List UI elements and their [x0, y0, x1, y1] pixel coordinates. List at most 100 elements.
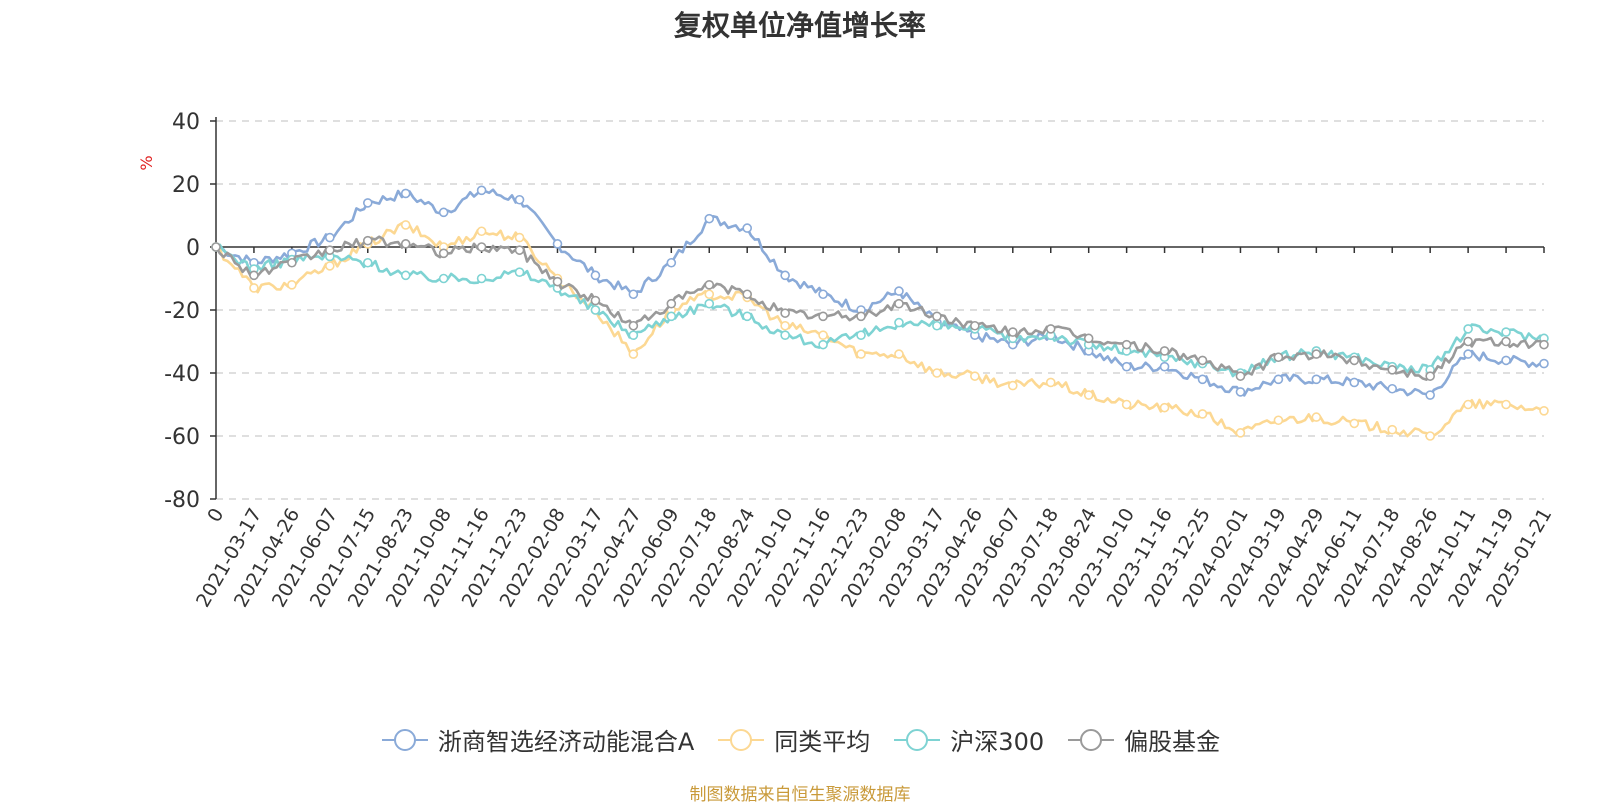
legend-marker-circle	[1080, 728, 1103, 751]
series-1-point-24	[1121, 399, 1132, 410]
series-0-point-7	[476, 185, 487, 196]
series-1-point-8	[514, 232, 525, 243]
x-tick-label-0: 0	[203, 505, 228, 526]
series-0-point-4	[362, 198, 373, 208]
legend-label: 同类平均	[774, 728, 871, 756]
series-2-point-14	[742, 311, 753, 322]
series-3-point-7	[476, 242, 487, 252]
series-3-point-15	[780, 308, 790, 318]
series-2-point-34	[1501, 327, 1511, 337]
series-3-point-34	[1501, 336, 1511, 347]
series-0-point-12	[666, 257, 677, 268]
series-1-point-35	[1539, 405, 1549, 416]
y-tick-label-0: 40	[172, 110, 200, 135]
legend-item-2[interactable]: 沪深300	[892, 722, 1044, 757]
series-0-point-14	[742, 223, 753, 233]
series-0-point-26	[1197, 374, 1208, 385]
series-1-point-16	[818, 330, 828, 341]
legend-label: 沪深300	[950, 728, 1045, 756]
chart-title: 复权单位净值增长率	[673, 9, 926, 42]
legend-item-3[interactable]: 偏股基金	[1066, 722, 1220, 757]
series-3-point-1	[249, 270, 259, 281]
series-1-point-31	[1387, 424, 1398, 435]
series-line-1	[215, 221, 1545, 438]
series-2-point-6	[438, 273, 449, 284]
y-tick-label-3: -20	[164, 299, 200, 324]
series-2-point-7	[476, 273, 487, 284]
y-tick-label-4: -40	[164, 362, 200, 387]
series-2-point-10	[590, 305, 601, 315]
series-3-point-24	[1121, 339, 1132, 350]
series-3-point-6	[438, 248, 449, 259]
series-3-point-17	[856, 311, 866, 322]
series-3-point-14	[742, 289, 753, 300]
series-1-point-2	[287, 279, 297, 290]
series-1-point-18	[894, 349, 904, 359]
y-tick-label-5: -60	[164, 425, 200, 450]
legend-marker-circle	[393, 728, 416, 751]
series-2-point-12	[666, 311, 677, 322]
series-1-point-25	[1159, 402, 1170, 413]
series-0-point-33	[1463, 349, 1473, 359]
series-0-point-18	[894, 286, 904, 296]
series-3-point-26	[1197, 355, 1208, 366]
series-group	[211, 185, 1549, 441]
y-unit-label: %	[137, 155, 156, 170]
legend-item-1[interactable]: 同类平均	[716, 722, 870, 757]
series-0-point-27	[1235, 387, 1246, 397]
legend-marker-icon	[1068, 728, 1115, 751]
series-0-point-35	[1539, 358, 1549, 369]
series-3-point-4	[362, 235, 373, 246]
series-3-point-3	[325, 245, 335, 255]
line-chart: 40200-20-40-60-80%02021-03-172021-04-262…	[137, 110, 1556, 611]
series-0-point-34	[1501, 355, 1511, 366]
series-0-point-25	[1159, 361, 1170, 372]
series-3-point-21	[1007, 327, 1018, 337]
series-2-point-15	[780, 330, 790, 341]
series-0-point-29	[1311, 374, 1322, 385]
series-1-point-33	[1463, 399, 1473, 410]
series-3-point-23	[1083, 333, 1094, 344]
data-source-note: 制图数据来自恒生聚源数据库	[689, 785, 911, 805]
series-3-point-11	[628, 320, 639, 331]
legend-marker-circle	[730, 728, 753, 751]
series-2-point-16	[818, 339, 828, 350]
legend-marker-circle	[906, 728, 929, 751]
series-3-point-28	[1273, 352, 1284, 363]
series-0-point-10	[590, 270, 601, 281]
series-2-point-13	[704, 298, 715, 309]
series-3-point-12	[666, 298, 677, 309]
series-3-point-8	[514, 245, 525, 255]
series-0-point-13	[704, 213, 715, 224]
y-tick-label-1: 20	[172, 173, 200, 198]
series-1-point-1	[249, 283, 259, 293]
series-0-point-8	[514, 194, 525, 205]
legend-label: 偏股基金	[1124, 728, 1221, 756]
series-3-point-19	[932, 311, 942, 322]
series-1-point-34	[1501, 399, 1511, 410]
legend-item-0[interactable]: 浙商智选经济动能混合A	[380, 722, 694, 757]
series-0	[211, 185, 1549, 400]
series-1-point-29	[1311, 412, 1322, 422]
axes	[210, 117, 1545, 500]
legend: 浙商智选经济动能混合A 同类平均 沪深300 偏股基金	[0, 722, 1600, 757]
series-3-point-27	[1235, 371, 1246, 381]
series-1-point-3	[325, 261, 335, 271]
series-3-point-0	[211, 242, 221, 252]
series-3-point-10	[590, 295, 601, 306]
series-0-point-3	[325, 232, 335, 243]
series-0-point-11	[628, 289, 639, 300]
series-3-point-31	[1387, 365, 1398, 375]
legend-label: 浙商智选经济动能混合A	[437, 728, 695, 756]
series-2-point-8	[514, 267, 525, 278]
series-3-point-20	[970, 320, 980, 331]
series-3-point-29	[1311, 349, 1322, 359]
series-3-point-9	[552, 276, 563, 287]
series-2-point-4	[362, 257, 373, 268]
series-3-point-5	[400, 239, 411, 249]
series-3-point-2	[287, 257, 297, 268]
y-tick-label-2: 0	[186, 236, 200, 261]
grid-lines	[216, 120, 1544, 500]
series-1-point-26	[1197, 409, 1208, 419]
series-2-point-5	[400, 270, 411, 281]
